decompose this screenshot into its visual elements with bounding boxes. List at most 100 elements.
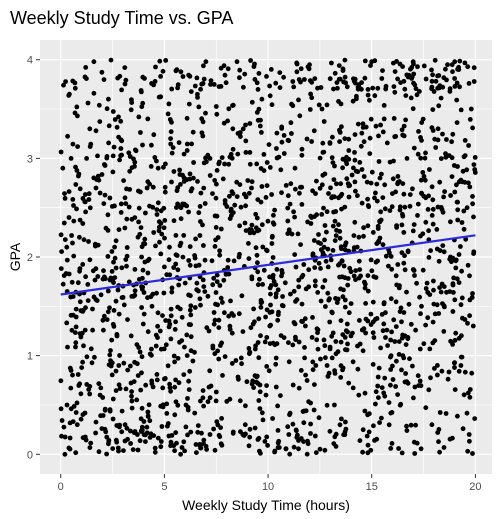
scatter-point	[80, 221, 86, 226]
scatter-point	[360, 449, 365, 455]
scatter-point	[176, 140, 182, 146]
scatter-point	[79, 365, 85, 370]
scatter-point	[244, 379, 250, 385]
scatter-point	[172, 327, 178, 332]
scatter-point	[168, 306, 174, 312]
scatter-point	[126, 204, 132, 210]
scatter-point	[264, 364, 270, 369]
scatter-point	[356, 392, 362, 398]
scatter-point	[136, 219, 142, 225]
scatter-point	[358, 273, 363, 279]
scatter-point	[341, 287, 346, 293]
scatter-point	[67, 91, 72, 97]
scatter-point	[448, 193, 453, 198]
scatter-point	[169, 150, 175, 156]
scatter-point	[312, 265, 318, 270]
scatter-point	[112, 117, 118, 122]
scatter-point	[62, 237, 68, 243]
scatter-point	[260, 244, 266, 250]
scatter-point	[110, 169, 116, 175]
scatter-point	[251, 306, 256, 312]
scatter-point	[261, 267, 267, 273]
scatter-point	[316, 260, 322, 266]
scatter-point	[182, 280, 188, 286]
scatter-point	[465, 320, 470, 326]
scatter-point	[456, 179, 462, 185]
scatter-point	[338, 339, 344, 345]
scatter-point	[181, 233, 187, 238]
scatter-point	[81, 343, 86, 349]
scatter-point	[304, 378, 310, 383]
scatter-point	[84, 76, 89, 81]
scatter-point	[470, 451, 475, 456]
scatter-point	[173, 233, 179, 238]
scatter-point	[330, 160, 336, 166]
scatter-point	[351, 165, 356, 171]
scatter-point	[288, 181, 294, 187]
scatter-point	[152, 155, 158, 160]
scatter-point	[276, 438, 282, 444]
scatter-point	[113, 298, 119, 304]
scatter-point	[406, 301, 412, 307]
scatter-point	[313, 450, 319, 455]
scatter-point	[359, 130, 365, 136]
scatter-point	[318, 241, 323, 247]
scatter-point	[381, 321, 387, 327]
scatter-point	[465, 64, 471, 70]
scatter-point	[156, 228, 162, 234]
scatter-point	[311, 238, 317, 243]
scatter-point	[361, 139, 367, 145]
scatter-point	[375, 258, 380, 264]
scatter-point	[317, 185, 323, 191]
scatter-point	[450, 131, 456, 137]
scatter-point	[173, 319, 179, 325]
scatter-point	[312, 76, 318, 81]
scatter-point	[430, 206, 436, 212]
scatter-point	[435, 126, 441, 132]
scatter-point	[74, 104, 80, 110]
scatter-point	[432, 338, 438, 343]
scatter-point	[212, 317, 218, 323]
scatter-point	[152, 449, 158, 455]
scatter-point	[228, 151, 234, 157]
scatter-point	[421, 174, 427, 179]
scatter-point	[462, 138, 468, 143]
scatter-point	[95, 153, 100, 159]
scatter-point	[299, 301, 305, 307]
scatter-point	[207, 395, 213, 401]
scatter-point	[184, 353, 190, 358]
scatter-point	[238, 204, 244, 210]
scatter-point	[113, 238, 119, 244]
scatter-point	[376, 239, 382, 245]
scatter-point	[455, 217, 461, 223]
scatter-point	[452, 365, 457, 370]
scatter-point	[205, 152, 211, 158]
scatter-point	[74, 400, 80, 406]
scatter-point	[329, 155, 335, 161]
scatter-point	[158, 439, 164, 444]
scatter-point	[147, 435, 153, 440]
scatter-point	[267, 165, 273, 170]
scatter-point	[362, 285, 368, 291]
scatter-point	[390, 176, 396, 182]
scatter-point	[369, 169, 375, 175]
scatter-point	[376, 159, 382, 164]
scatter-point	[368, 63, 373, 68]
scatter-point	[433, 78, 439, 84]
scatter-point	[383, 335, 388, 340]
scatter-point	[294, 69, 300, 75]
scatter-point	[370, 330, 376, 336]
scatter-point	[157, 58, 163, 64]
scatter-point	[105, 288, 111, 294]
scatter-point	[186, 258, 192, 263]
scatter-point	[472, 170, 478, 175]
scatter-point	[199, 430, 204, 436]
scatter-point	[467, 184, 473, 190]
scatter-point	[407, 192, 413, 198]
scatter-point	[202, 257, 208, 263]
scatter-point	[278, 167, 284, 173]
scatter-point	[403, 342, 409, 347]
scatter-point	[191, 160, 197, 165]
scatter-point	[101, 313, 107, 319]
scatter-point	[93, 128, 99, 134]
